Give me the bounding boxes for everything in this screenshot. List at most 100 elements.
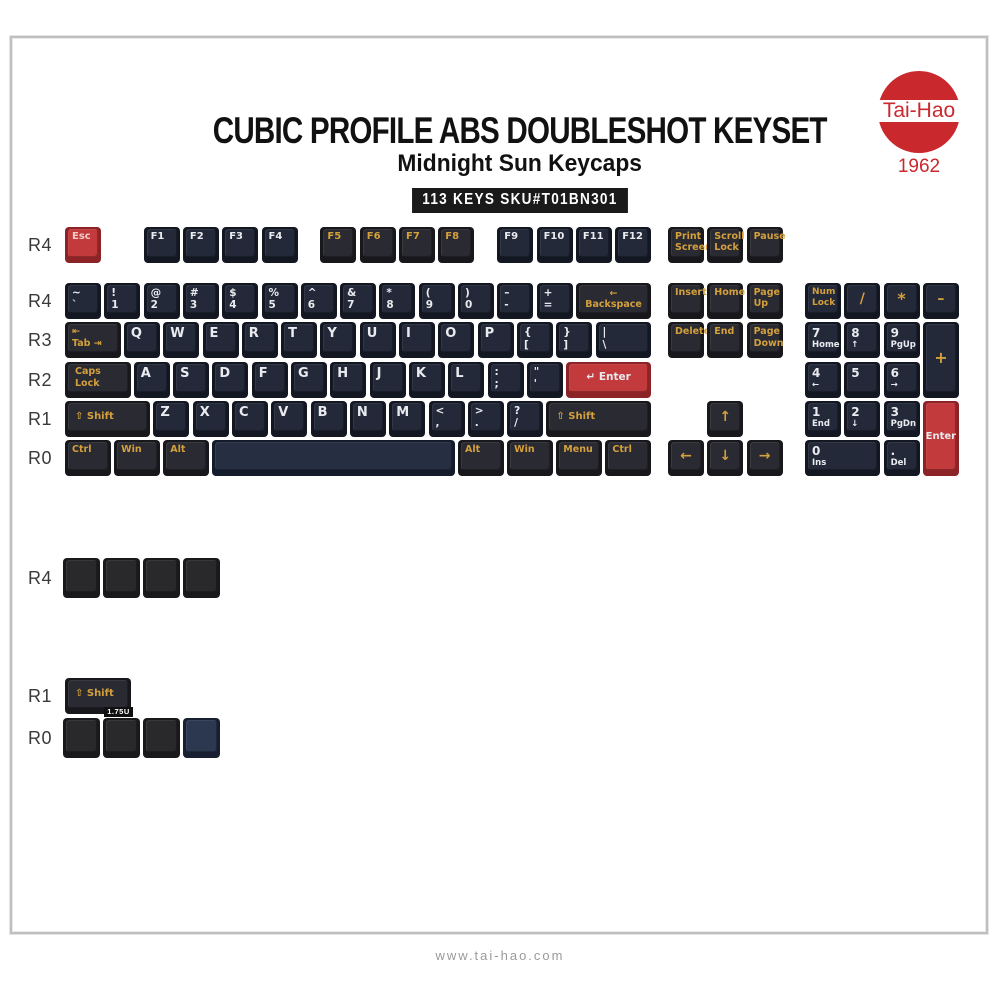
keycap-shift: ⇧ Shift xyxy=(546,400,652,437)
keycap-f5: F5 xyxy=(320,227,357,263)
keycap-a: A xyxy=(133,361,170,398)
keycap-6: ^ 6 xyxy=(300,283,337,319)
keycap-win: Win xyxy=(114,440,160,477)
subtitle-wrap: Midnight Sun Keycaps xyxy=(60,151,980,177)
keycap-blank: / xyxy=(844,283,881,319)
keycap-b: B xyxy=(310,400,347,437)
keycap-alt: Alt xyxy=(458,440,504,477)
keycap-shift: ⇧ Shift xyxy=(65,400,151,437)
keycap-6: 6 → xyxy=(883,361,920,398)
page-subtitle: Midnight Sun Keycaps xyxy=(397,150,643,177)
keycap-blank: + = xyxy=(536,283,573,319)
row-label: R1 xyxy=(28,686,53,706)
keycap-j: J xyxy=(369,361,406,398)
sku-badge: 113 KEYS SKU#T01BN301 xyxy=(412,188,628,213)
keycap-0-ins: 0 Ins xyxy=(805,440,881,477)
keycap-0: ) 0 xyxy=(458,283,494,319)
keycap-1: ! 1 xyxy=(104,283,141,319)
keycap-page-down: Page Down xyxy=(746,322,784,359)
logo-band: Tai-Hao xyxy=(871,100,967,122)
keycap-f9: F9 xyxy=(497,227,534,263)
keycap-page-up: Page Up xyxy=(746,283,783,319)
keycap-blank: " ' xyxy=(526,361,563,398)
keycap-blank: }] xyxy=(556,322,593,359)
keycap-blank: – xyxy=(922,283,959,319)
row-label: R4 xyxy=(28,291,53,311)
keycap-enter: Enter xyxy=(922,400,959,477)
keycap-blank: * xyxy=(883,283,920,319)
keycap-f3: F3 xyxy=(222,227,259,263)
keycap-blank: <, xyxy=(428,400,465,437)
keycap-win: Win xyxy=(507,440,553,477)
keycap-f6: F6 xyxy=(359,227,396,263)
keycap-end: End xyxy=(707,322,744,359)
keycap-k: K xyxy=(408,361,445,398)
header: CUBIC PROFILE ABS DOUBLESHOT KEYSET xyxy=(60,112,980,150)
keycap-delete: Delete xyxy=(668,322,710,359)
keycap-f1: F1 xyxy=(143,227,180,263)
keycap-num-lock: Num Lock xyxy=(805,283,841,319)
keycap-blank: ? / xyxy=(507,400,544,437)
keycap-menu: Menu xyxy=(556,440,603,477)
keycap-alt: Alt xyxy=(163,440,210,477)
keycap-ctrl: Ctrl xyxy=(65,440,111,477)
keycap-blank: + xyxy=(922,322,959,398)
keycap-f12: F12 xyxy=(615,227,652,263)
logo-circle-icon: Tai-Hao xyxy=(871,71,967,153)
border-frame xyxy=(10,36,988,934)
keycap-pause: Pause xyxy=(746,227,786,263)
row-label: R4 xyxy=(28,235,53,255)
page-title: CUBIC PROFILE ABS DOUBLESHOT KEYSET xyxy=(213,110,828,151)
keycap-2: 2 ↓ xyxy=(844,400,881,437)
keycap-q: Q xyxy=(123,322,160,359)
keycap-r: R xyxy=(241,322,278,359)
row-label: R0 xyxy=(28,448,53,468)
keycap-blank: ↓ xyxy=(707,440,744,477)
sku-badge-wrap: 113 KEYS SKU#T01BN301 xyxy=(60,188,980,213)
row-label: R1 xyxy=(28,409,53,429)
keycap-g: G xyxy=(291,361,327,398)
keycap-y: Y xyxy=(320,322,357,359)
keycap-blank: – - xyxy=(497,283,534,319)
keycap-7-home: 7 Home xyxy=(805,322,841,359)
keycap-m: M xyxy=(389,400,426,437)
keycap-f2: F2 xyxy=(182,227,219,263)
keycap-8: 8 ↑ xyxy=(844,322,881,359)
keycap-z: Z xyxy=(153,400,190,437)
keycap-blank: → xyxy=(746,440,783,477)
keycap-blank xyxy=(63,718,100,758)
keycap-blank xyxy=(143,558,180,598)
keycap-4: $4 xyxy=(222,283,259,319)
keycap-d: D xyxy=(212,361,249,398)
keycap-4: 4 ← xyxy=(805,361,841,398)
keycap-e: E xyxy=(202,322,239,359)
keycap-w: W xyxy=(163,322,200,359)
keycap-blank xyxy=(183,558,220,598)
keycap-blank: >. xyxy=(467,400,504,437)
row-label: R4 xyxy=(28,568,53,588)
keycap-9: (9 xyxy=(418,283,455,319)
keycap-blank xyxy=(212,440,455,477)
keycap-s: S xyxy=(173,361,210,398)
keycap-8: * 8 xyxy=(379,283,416,319)
brand-logo: Tai-Hao 1962 xyxy=(871,71,967,178)
keycap-9-pgup: 9 PgUp xyxy=(883,322,920,359)
keycap-f7: F7 xyxy=(399,227,435,263)
keycap-blank xyxy=(183,718,220,758)
keycap-del: . Del xyxy=(883,440,920,477)
keycap-t: T xyxy=(281,322,318,359)
shift-size-tag: 1.75U xyxy=(104,707,133,717)
row-label: R0 xyxy=(28,728,53,748)
keycap-enter: ↵ Enter xyxy=(566,361,652,398)
keycap-f4: F4 xyxy=(261,227,298,263)
keycap-7: & 7 xyxy=(340,283,377,319)
keycap-ctrl: Ctrl xyxy=(605,440,652,477)
keycap-1-end: 1 End xyxy=(805,400,841,437)
keycap-scroll-lock: Scroll Lock xyxy=(707,227,745,263)
keycap-backspace: ← Backspace xyxy=(575,283,652,319)
keycap-p: P xyxy=(477,322,514,359)
keycap-x: X xyxy=(192,400,229,437)
keycap-blank xyxy=(143,718,180,758)
